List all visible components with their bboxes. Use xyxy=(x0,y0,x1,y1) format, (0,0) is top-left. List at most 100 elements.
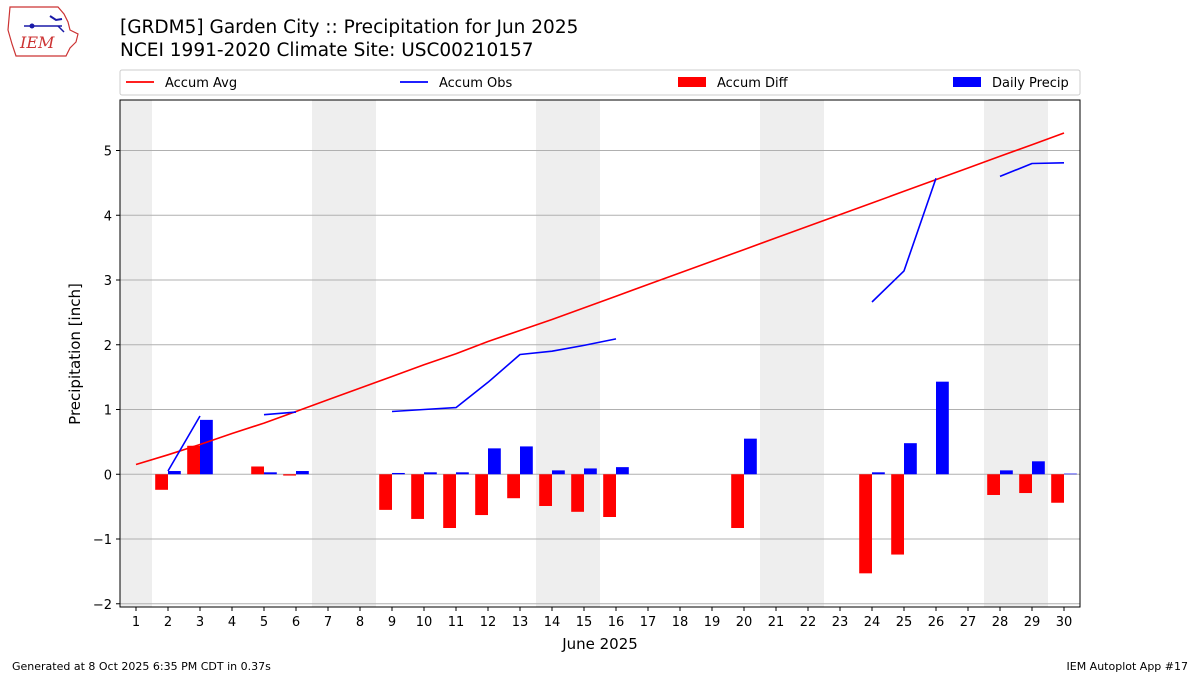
x-tick-label: 11 xyxy=(448,615,465,630)
x-tick-label: 10 xyxy=(416,615,433,630)
x-tick-label: 15 xyxy=(576,615,593,630)
x-tick-label: 13 xyxy=(512,615,529,630)
daily-precip-bar xyxy=(1000,470,1013,475)
accum-diff-bar xyxy=(507,474,520,499)
y-tick-label: 5 xyxy=(104,145,112,160)
x-tick-label: 2 xyxy=(164,615,172,630)
x-tick-label: 12 xyxy=(480,615,497,630)
y-tick-label: 0 xyxy=(104,468,112,483)
daily-precip-bar xyxy=(904,443,917,475)
weekend-band xyxy=(536,100,600,607)
accum-diff-bar xyxy=(475,474,488,516)
x-tick-label: 24 xyxy=(864,615,881,630)
x-tick-label: 9 xyxy=(388,615,396,630)
x-tick-label: 16 xyxy=(608,615,625,630)
daily-precip-bar xyxy=(296,471,309,475)
x-tick-label: 1 xyxy=(132,615,140,630)
logo-text: IEM xyxy=(19,33,55,52)
accum-diff-bar xyxy=(187,445,200,475)
y-tick-label: 4 xyxy=(104,209,112,224)
x-tick-label: 30 xyxy=(1056,615,1073,630)
x-tick-label: 20 xyxy=(736,615,753,630)
daily-precip-bar xyxy=(936,381,949,475)
accum-diff-bar xyxy=(251,466,264,475)
x-tick-label: 19 xyxy=(704,615,721,630)
x-tick-label: 5 xyxy=(260,615,268,630)
x-tick-label: 17 xyxy=(640,615,657,630)
daily-precip-bar xyxy=(168,471,181,475)
accum-diff-bar xyxy=(731,474,744,529)
daily-precip-bar xyxy=(264,472,277,475)
accum-obs-line xyxy=(167,415,201,472)
legend-label-daily-precip: Daily Precip xyxy=(992,76,1069,91)
y-tick-label: 2 xyxy=(104,339,112,354)
daily-precip-bar xyxy=(552,470,565,475)
accum-diff-bar xyxy=(283,474,296,476)
accum-diff-bar xyxy=(1019,474,1032,494)
daily-precip-bar xyxy=(392,472,405,475)
legend: Accum Avg Accum Obs Accum Diff Daily Precip xyxy=(119,69,1081,96)
accum-obs-line xyxy=(263,411,297,416)
app-credit: IEM Autoplot App #17 xyxy=(1066,660,1189,673)
daily-precip-bar xyxy=(424,472,437,475)
accum-obs-line xyxy=(391,338,617,413)
accum-diff-bar xyxy=(891,474,904,555)
accum-diff-bar xyxy=(539,474,552,506)
legend-label-accum-obs: Accum Obs xyxy=(439,76,512,91)
x-tick-label: 29 xyxy=(1024,615,1041,630)
accum-diff-bar xyxy=(987,474,1000,495)
x-tick-label: 18 xyxy=(672,615,689,630)
x-tick-label: 7 xyxy=(324,615,332,630)
y-tick-label: 1 xyxy=(104,404,112,419)
accum-diff-bar xyxy=(411,474,424,519)
legend-label-accum-avg: Accum Avg xyxy=(165,76,237,91)
y-tick-label: −1 xyxy=(93,533,112,548)
plot-frame xyxy=(119,99,1081,608)
accum-obs-line xyxy=(999,162,1065,178)
generated-timestamp: Generated at 8 Oct 2025 6:35 PM CDT in 0… xyxy=(12,660,271,673)
x-tick-label: 22 xyxy=(800,615,817,630)
accum-diff-bar xyxy=(571,474,584,512)
x-tick-label: 3 xyxy=(196,615,204,630)
iem-logo: IEM xyxy=(7,6,79,57)
accum-avg-line xyxy=(135,132,1065,466)
chart-title: [GRDM5] Garden City :: Precipitation for… xyxy=(120,17,579,38)
x-tick-label: 28 xyxy=(992,615,1009,630)
x-axis-label: June 2025 xyxy=(561,635,638,653)
daily-precip-bar xyxy=(200,419,213,475)
accum-diff-bar xyxy=(379,474,392,510)
x-tick-label: 8 xyxy=(356,615,364,630)
daily-precip-bar xyxy=(616,467,629,475)
legend-swatch-daily-precip xyxy=(953,77,981,87)
daily-precip-bar xyxy=(488,448,501,475)
accum-diff-bar xyxy=(443,474,456,529)
x-tick-label: 21 xyxy=(768,615,785,630)
daily-precip-bar xyxy=(520,446,533,475)
daily-precip-bar xyxy=(456,472,469,475)
accum-diff-bar xyxy=(155,474,168,490)
y-tick-label: 3 xyxy=(104,274,112,289)
x-tick-label: 23 xyxy=(832,615,849,630)
legend-label-accum-diff: Accum Diff xyxy=(717,76,789,91)
accum-diff-bar xyxy=(1051,474,1064,503)
x-tick-label: 27 xyxy=(960,615,977,630)
chart-subtitle: NCEI 1991-2020 Climate Site: USC00210157 xyxy=(120,40,534,61)
weekend-band xyxy=(120,100,152,607)
weekend-band xyxy=(760,100,824,607)
daily-precip-bar xyxy=(1032,461,1045,475)
daily-precip-bar xyxy=(744,438,757,475)
daily-precip-bar xyxy=(872,472,885,475)
x-tick-label: 26 xyxy=(928,615,945,630)
y-tick-label: −2 xyxy=(93,598,112,613)
accum-diff-bar xyxy=(859,474,872,574)
x-tick-label: 25 xyxy=(896,615,913,630)
legend-swatch-accum-diff xyxy=(678,77,706,87)
accum-obs-line xyxy=(871,178,937,303)
weekend-band xyxy=(312,100,376,607)
daily-precip-bar xyxy=(1064,473,1077,475)
daily-precip-bar xyxy=(584,468,597,475)
x-tick-label: 6 xyxy=(292,615,300,630)
x-tick-label: 4 xyxy=(228,615,236,630)
accum-diff-bar xyxy=(603,474,616,517)
